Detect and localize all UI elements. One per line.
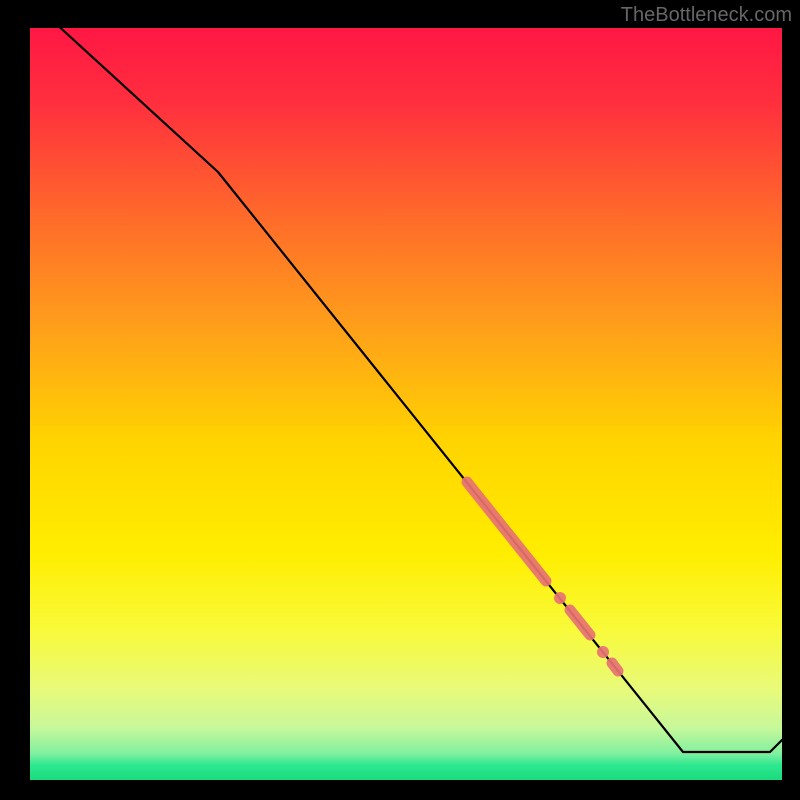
chart-svg (0, 0, 800, 800)
watermark-text: TheBottleneck.com (621, 4, 792, 27)
chart-line (30, 0, 800, 752)
chart-container (0, 0, 800, 800)
